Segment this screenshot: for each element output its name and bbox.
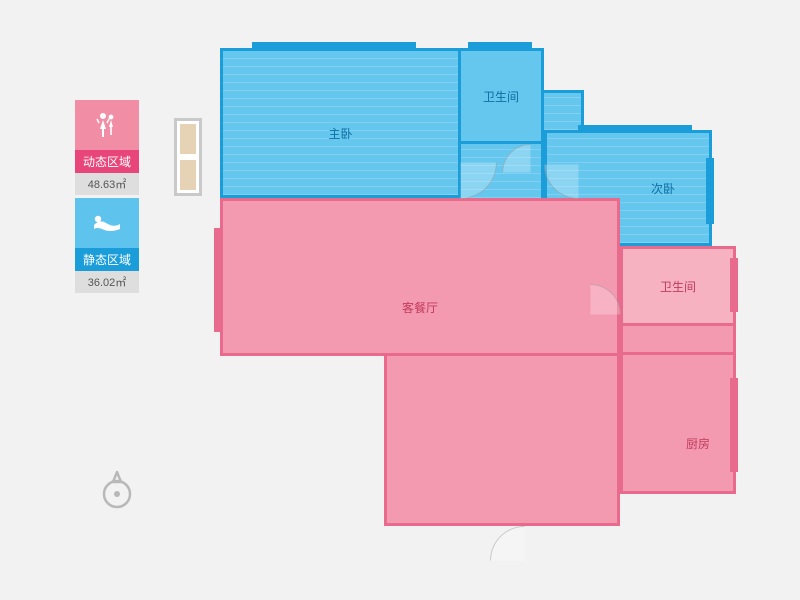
window-4 (216, 230, 220, 330)
legend-dynamic-value: 48.63㎡ (75, 173, 139, 195)
legend-dynamic: 动态区域 48.63㎡ (75, 100, 139, 195)
room-label-living-dining: 客餐厅 (402, 299, 438, 316)
room-label-kitchen: 厨房 (686, 435, 710, 452)
floor-plan: 主卧卫生间次卧客餐厅卫生间厨房 (200, 40, 740, 560)
room-label-bathroom-1: 卫生间 (483, 88, 519, 105)
window-3 (708, 160, 712, 222)
door-arc-4 (490, 526, 559, 595)
room-label-second-bedroom: 次卧 (651, 180, 675, 197)
room-master-bedroom: 主卧 (220, 48, 458, 198)
room-label-bathroom-2: 卫生间 (660, 278, 696, 295)
window-5 (732, 260, 736, 310)
legend-static-value: 36.02㎡ (75, 271, 139, 293)
room-label-master-bedroom: 主卧 (328, 125, 352, 142)
sleeper-icon (90, 211, 124, 235)
legend-static: 静态区域 36.02㎡ (75, 198, 139, 293)
window-1 (470, 44, 530, 48)
window-6 (732, 380, 736, 470)
compass-icon (100, 470, 134, 504)
room-kitchen: 厨房 (620, 352, 736, 494)
legend-dynamic-label: 动态区域 (75, 150, 139, 173)
legend-dynamic-icon-box (75, 100, 139, 150)
balcony (174, 118, 202, 196)
people-icon (91, 109, 123, 141)
window-2 (580, 127, 690, 131)
room-corridor-right (620, 326, 736, 352)
legend-static-label: 静态区域 (75, 248, 139, 271)
legend-static-icon-box (75, 198, 139, 248)
room-living-lower (384, 356, 620, 526)
window-0 (254, 44, 414, 48)
room-living-dining: 客餐厅 (220, 198, 620, 356)
room-bathroom-1: 卫生间 (458, 48, 544, 144)
room-bathroom-2: 卫生间 (620, 246, 736, 326)
room-hall-top (544, 90, 584, 130)
